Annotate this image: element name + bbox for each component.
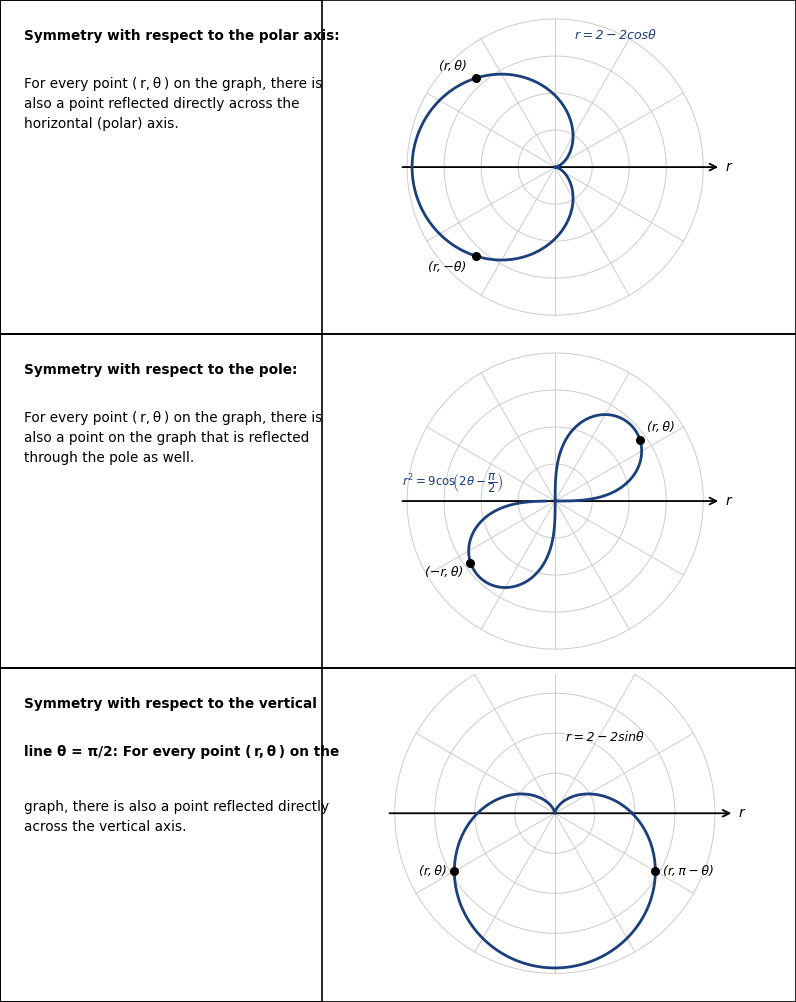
Text: r = 2 − 2cosθ: r = 2 − 2cosθ [575,29,656,42]
Text: For every point ( r, θ ) on the graph, there is
also a point on the graph that i: For every point ( r, θ ) on the graph, t… [24,411,322,465]
Text: (r, −θ): (r, −θ) [428,262,466,275]
Text: (r, θ): (r, θ) [647,421,675,434]
Text: Symmetry with respect to the vertical: Symmetry with respect to the vertical [24,696,317,710]
Text: Symmetry with respect to the pole:: Symmetry with respect to the pole: [24,363,297,377]
Text: r: r [725,494,732,508]
Text: graph, there is also a point reflected directly
across the vertical axis.: graph, there is also a point reflected d… [24,800,329,834]
Text: r: r [739,807,745,821]
Text: (−r, θ): (−r, θ) [425,566,463,579]
Text: r = 2 − 2sinθ: r = 2 − 2sinθ [567,730,644,743]
Text: r: r [725,160,732,174]
Text: (r, π − θ): (r, π − θ) [663,865,714,878]
Text: Symmetry with respect to the polar axis:: Symmetry with respect to the polar axis: [24,29,339,43]
Text: $r^2 = 9\mathrm{cos}\!\left(2\theta-\dfrac{\pi}{2}\right)$: $r^2 = 9\mathrm{cos}\!\left(2\theta-\dfr… [402,471,504,495]
Text: For every point ( r, θ ) on the graph, there is
also a point reflected directly : For every point ( r, θ ) on the graph, t… [24,77,322,131]
Text: (r, θ): (r, θ) [439,60,466,73]
Text: line θ = π/2: For every point ( r, θ ) on the: line θ = π/2: For every point ( r, θ ) o… [24,744,339,759]
Text: (r, θ): (r, θ) [419,865,447,878]
